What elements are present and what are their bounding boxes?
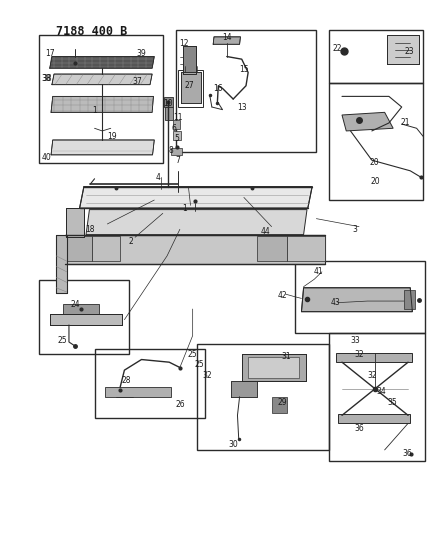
Polygon shape <box>183 46 196 74</box>
Text: 10: 10 <box>163 99 173 108</box>
Polygon shape <box>80 187 312 208</box>
Text: 27: 27 <box>184 81 193 90</box>
Text: 35: 35 <box>387 398 397 407</box>
Text: 2: 2 <box>128 237 133 246</box>
Text: 37: 37 <box>132 77 142 86</box>
Text: 41: 41 <box>314 268 323 276</box>
Text: 33: 33 <box>350 336 360 345</box>
Text: 28: 28 <box>122 376 131 385</box>
Text: 1: 1 <box>92 106 97 115</box>
Polygon shape <box>105 387 171 397</box>
Bar <box>329 333 425 461</box>
Text: 6: 6 <box>172 124 177 133</box>
Polygon shape <box>231 381 257 397</box>
Polygon shape <box>65 236 92 261</box>
Polygon shape <box>173 131 181 140</box>
Polygon shape <box>342 112 393 131</box>
Text: 42: 42 <box>277 291 287 300</box>
Text: 18: 18 <box>86 225 95 234</box>
Text: 39: 39 <box>137 50 146 58</box>
Polygon shape <box>50 56 154 68</box>
Text: 38: 38 <box>42 74 52 83</box>
Polygon shape <box>92 236 120 261</box>
Text: 1: 1 <box>182 204 187 213</box>
Text: 4: 4 <box>156 173 161 182</box>
Polygon shape <box>338 414 410 423</box>
Text: 21: 21 <box>400 118 410 127</box>
Text: 32: 32 <box>354 350 364 359</box>
Bar <box>39 280 129 354</box>
Bar <box>329 83 423 200</box>
Text: 5: 5 <box>174 134 179 143</box>
Polygon shape <box>62 304 99 314</box>
Text: 38: 38 <box>42 74 51 83</box>
Bar <box>95 349 205 418</box>
Text: 20: 20 <box>369 158 379 167</box>
Text: 36: 36 <box>354 424 364 433</box>
Polygon shape <box>301 288 412 312</box>
Polygon shape <box>86 209 307 235</box>
Text: 7188 400 B: 7188 400 B <box>56 25 128 38</box>
Text: 20: 20 <box>370 177 380 186</box>
Polygon shape <box>50 314 122 325</box>
Text: 15: 15 <box>239 66 249 74</box>
Polygon shape <box>248 357 299 378</box>
Polygon shape <box>242 354 306 381</box>
Text: 8: 8 <box>169 146 174 155</box>
Text: 12: 12 <box>179 39 189 48</box>
Text: 34: 34 <box>377 387 386 396</box>
Text: 3: 3 <box>352 225 357 234</box>
Polygon shape <box>336 353 412 362</box>
Polygon shape <box>213 37 241 44</box>
Polygon shape <box>65 235 325 264</box>
Polygon shape <box>56 235 67 293</box>
Text: 31: 31 <box>282 352 291 361</box>
Text: 29: 29 <box>277 398 287 407</box>
Text: 25: 25 <box>188 350 197 359</box>
Polygon shape <box>52 74 152 85</box>
Text: 25: 25 <box>58 336 67 345</box>
Polygon shape <box>51 140 154 155</box>
Text: 43: 43 <box>331 298 340 307</box>
Bar <box>295 261 425 333</box>
Polygon shape <box>164 98 172 107</box>
Polygon shape <box>387 35 419 64</box>
Bar <box>39 35 163 163</box>
Polygon shape <box>171 149 182 155</box>
Text: 23: 23 <box>404 47 414 55</box>
Text: 40: 40 <box>42 153 52 162</box>
Bar <box>197 344 329 450</box>
Polygon shape <box>404 290 414 309</box>
Polygon shape <box>257 236 286 261</box>
Text: 17: 17 <box>45 50 54 58</box>
Text: 25: 25 <box>195 360 204 369</box>
Bar <box>329 30 423 83</box>
Text: 32: 32 <box>202 371 212 380</box>
Bar <box>175 30 316 152</box>
Polygon shape <box>272 397 286 413</box>
Text: 26: 26 <box>175 400 185 409</box>
Text: 11: 11 <box>173 113 182 122</box>
Text: 13: 13 <box>237 102 247 111</box>
Polygon shape <box>66 208 84 237</box>
Polygon shape <box>173 120 180 130</box>
Polygon shape <box>181 72 201 103</box>
Text: 24: 24 <box>71 300 80 309</box>
Text: 32: 32 <box>367 371 377 380</box>
Polygon shape <box>165 107 172 120</box>
Bar <box>178 70 203 107</box>
Text: 7: 7 <box>175 156 180 165</box>
Text: 30: 30 <box>228 440 238 449</box>
Text: 44: 44 <box>260 228 270 237</box>
Text: 36: 36 <box>402 449 412 458</box>
Text: 16: 16 <box>214 84 223 93</box>
Text: 19: 19 <box>107 132 116 141</box>
Text: 14: 14 <box>222 34 232 43</box>
Text: 22: 22 <box>333 44 342 53</box>
Polygon shape <box>51 96 153 112</box>
Polygon shape <box>286 236 325 261</box>
